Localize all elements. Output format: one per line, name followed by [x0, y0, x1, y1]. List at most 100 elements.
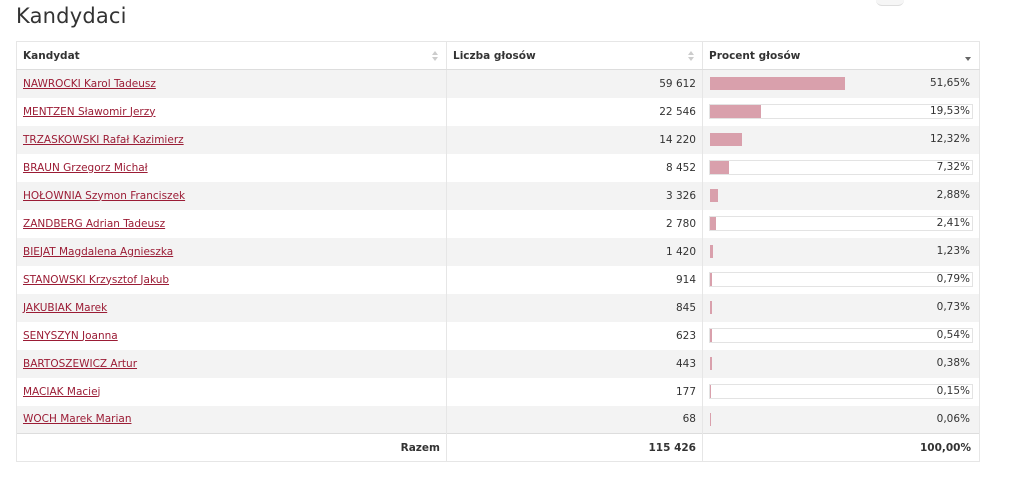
percent-label: 12,32% [929, 133, 970, 145]
total-percent: 100,00% [702, 433, 980, 462]
corner-decoration [876, 0, 904, 6]
percent-bar: 0,79% [709, 272, 973, 287]
candidate-link[interactable]: HOŁOWNIA Szymon Franciszek [23, 189, 186, 202]
header-percent-label: Procent głosów [709, 49, 801, 62]
candidate-link[interactable]: MACIAK Maciej [23, 385, 101, 398]
candidate-cell: MENTZEN Sławomir Jerzy [16, 97, 447, 126]
percent-cell: 0,38% [702, 349, 980, 378]
total-votes: 115 426 [446, 433, 703, 462]
percent-bar-fill [710, 105, 762, 118]
table-header-row: Kandydat Liczba głosów Procent głosów [16, 41, 980, 70]
percent-label: 0,06% [936, 412, 970, 425]
candidate-cell: BRAUN Grzegorz Michał [16, 153, 447, 182]
candidate-link[interactable]: JAKUBIAK Marek [23, 301, 108, 314]
percent-label: 51,65% [929, 77, 970, 90]
percent-cell: 0,73% [702, 293, 980, 322]
percent-bar: 51,65% [709, 76, 973, 92]
table-row: BIEJAT Magdalena Agnieszka 1 420 1,23% [16, 237, 980, 266]
percent-bar: 0,54% [709, 328, 973, 343]
header-votes[interactable]: Liczba głosów [446, 41, 703, 70]
candidate-link[interactable]: WOCH Marek Marian [23, 413, 132, 426]
percent-cell: 2,88% [702, 181, 980, 210]
votes-cell: 2 780 [446, 209, 703, 238]
votes-cell: 3 326 [446, 181, 703, 210]
percent-label: 0,54% [936, 329, 970, 341]
candidate-link[interactable]: BRAUN Grzegorz Michał [23, 161, 148, 174]
candidate-cell: WOCH Marek Marian [16, 405, 447, 434]
header-candidate[interactable]: Kandydat [16, 41, 447, 70]
candidate-link[interactable]: BIEJAT Magdalena Agnieszka [23, 245, 174, 258]
table-row: WOCH Marek Marian 68 0,06% [16, 405, 980, 434]
votes-cell: 914 [446, 265, 703, 294]
table-row: STANOWSKI Krzysztof Jakub 914 0,79% [16, 265, 980, 294]
candidate-link[interactable]: NAWROCKI Karol Tadeusz [23, 77, 156, 90]
page-title: Kandydaci [16, 4, 127, 28]
table-row: SENYSZYN Joanna 623 0,54% [16, 321, 980, 350]
votes-cell: 14 220 [446, 125, 703, 154]
percent-bar-fill [710, 133, 743, 146]
percent-label: 19,53% [929, 105, 970, 117]
sort-descending-icon [965, 50, 971, 62]
percent-label: 7,32% [936, 161, 970, 173]
percent-label: 0,73% [936, 301, 970, 313]
candidate-link[interactable]: ZANDBERG Adrian Tadeusz [23, 217, 166, 230]
candidate-cell: STANOWSKI Krzysztof Jakub [16, 265, 447, 294]
percent-label: 0,15% [936, 385, 970, 397]
percent-cell: 0,79% [702, 265, 980, 294]
percent-bar: 0,15% [709, 384, 973, 399]
percent-bar: 2,88% [709, 188, 973, 203]
votes-cell: 1 420 [446, 237, 703, 266]
table-row: ZANDBERG Adrian Tadeusz 2 780 2,41% [16, 209, 980, 238]
percent-bar-fill [710, 385, 711, 398]
percent-bar: 0,38% [709, 356, 973, 371]
percent-cell: 2,41% [702, 209, 980, 238]
table-row: NAWROCKI Karol Tadeusz 59 612 51,65% [16, 69, 980, 98]
percent-bar: 19,53% [709, 104, 973, 119]
percent-bar: 7,32% [709, 160, 973, 175]
sort-icon [432, 50, 438, 62]
percent-bar-fill [710, 77, 846, 91]
percent-cell: 1,23% [702, 237, 980, 266]
candidate-link[interactable]: STANOWSKI Krzysztof Jakub [23, 273, 170, 286]
table-row: HOŁOWNIA Szymon Franciszek 3 326 2,88% [16, 181, 980, 210]
candidate-link[interactable]: SENYSZYN Joanna [23, 329, 118, 342]
percent-bar: 0,73% [709, 300, 973, 315]
percent-cell: 51,65% [702, 69, 980, 98]
percent-label: 0,79% [936, 273, 970, 285]
percent-bar-fill [710, 329, 712, 342]
votes-cell: 177 [446, 377, 703, 406]
candidate-cell: HOŁOWNIA Szymon Franciszek [16, 181, 447, 210]
percent-cell: 19,53% [702, 97, 980, 126]
header-percent[interactable]: Procent głosów [702, 41, 980, 70]
header-votes-label: Liczba głosów [453, 49, 536, 62]
candidate-cell: ZANDBERG Adrian Tadeusz [16, 209, 447, 238]
percent-bar-fill [710, 357, 712, 370]
percent-bar-fill [710, 161, 730, 174]
table-footer-row: Razem 115 426 100,00% [16, 433, 980, 462]
votes-cell: 8 452 [446, 153, 703, 182]
candidate-link[interactable]: MENTZEN Sławomir Jerzy [23, 105, 156, 118]
percent-bar: 1,23% [709, 244, 973, 259]
table-row: BARTOSZEWICZ Artur 443 0,38% [16, 349, 980, 378]
votes-cell: 68 [446, 405, 703, 434]
percent-label: 2,88% [936, 189, 970, 201]
percent-cell: 12,32% [702, 125, 980, 154]
percent-bar-fill [710, 217, 717, 230]
header-candidate-label: Kandydat [23, 49, 80, 62]
candidate-link[interactable]: TRZASKOWSKI Rafał Kazimierz [23, 133, 184, 146]
candidate-link[interactable]: BARTOSZEWICZ Artur [23, 357, 138, 370]
candidate-cell: JAKUBIAK Marek [16, 293, 447, 322]
percent-bar: 12,32% [709, 132, 973, 147]
percent-label: 0,38% [936, 357, 970, 369]
candidate-cell: MACIAK Maciej [16, 377, 447, 406]
votes-cell: 845 [446, 293, 703, 322]
votes-cell: 59 612 [446, 69, 703, 98]
percent-cell: 0,06% [702, 405, 980, 434]
candidate-cell: TRZASKOWSKI Rafał Kazimierz [16, 125, 447, 154]
table-body: NAWROCKI Karol Tadeusz 59 612 51,65% MENTZE… [16, 69, 980, 434]
percent-bar-fill [710, 245, 714, 258]
percent-bar-fill [710, 189, 718, 202]
table-row: JAKUBIAK Marek 845 0,73% [16, 293, 980, 322]
percent-bar-fill [710, 301, 712, 314]
percent-label: 1,23% [936, 245, 970, 257]
